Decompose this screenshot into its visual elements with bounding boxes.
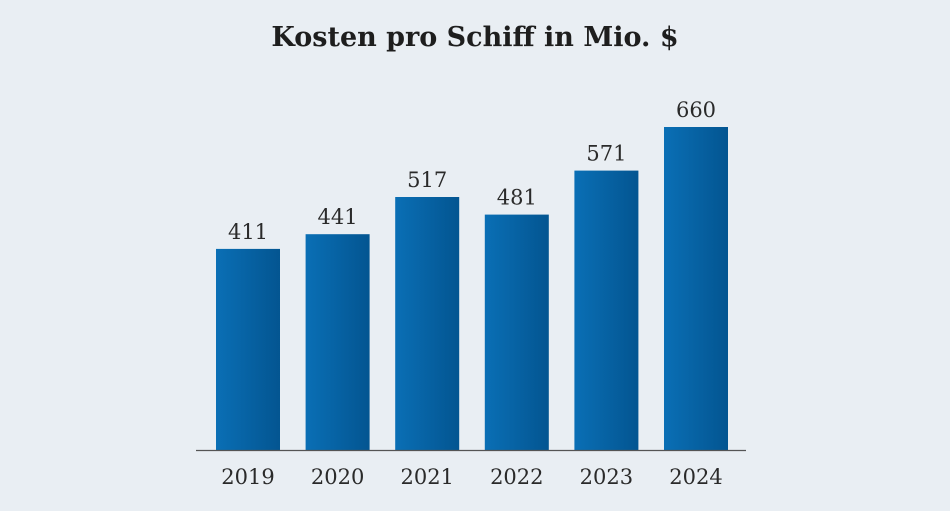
bar-2024 xyxy=(664,127,728,450)
value-label-2024: 660 xyxy=(676,98,716,122)
x-tick-label-2024: 2024 xyxy=(669,465,722,489)
value-label-2021: 517 xyxy=(407,168,447,192)
bar-2020 xyxy=(305,234,370,450)
value-label-2023: 571 xyxy=(586,142,626,166)
value-label-2020: 441 xyxy=(318,205,358,229)
x-tick-label-2023: 2023 xyxy=(580,465,633,489)
tick-labels-layer: 2019 2020 2021 2022 2023 2024 xyxy=(221,465,722,489)
bar-2022 xyxy=(484,214,549,450)
bar-2023 xyxy=(574,170,639,450)
value-label-2019: 411 xyxy=(228,220,268,244)
x-tick-label-2021: 2021 xyxy=(400,465,453,489)
x-tick-label-2019: 2019 xyxy=(221,465,274,489)
value-label-2022: 481 xyxy=(497,186,537,210)
chart-title: Kosten pro Schiff in Mio. $ xyxy=(271,22,679,53)
value-labels-layer: 411 441 517 481 571 660 xyxy=(228,98,716,244)
x-tick-label-2020: 2020 xyxy=(311,465,364,489)
bars-layer xyxy=(216,127,728,450)
x-tick-label-2022: 2022 xyxy=(490,465,543,489)
bar-2021 xyxy=(395,197,460,450)
bar-2019 xyxy=(216,248,280,450)
